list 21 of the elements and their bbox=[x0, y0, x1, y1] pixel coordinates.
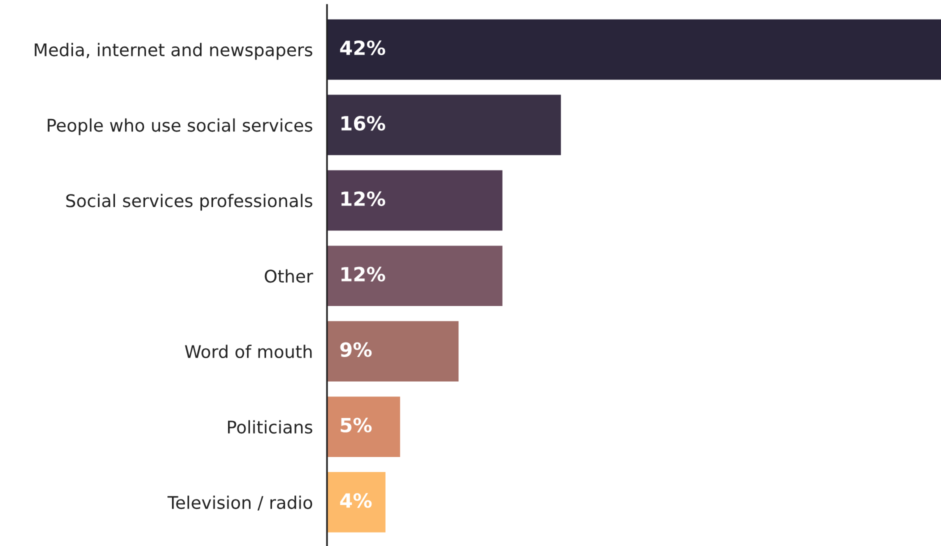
y-tick-label: Word of mouth bbox=[184, 344, 312, 358]
data-label: 42% bbox=[340, 40, 386, 56]
bar bbox=[327, 396, 400, 457]
bar bbox=[327, 246, 502, 306]
data-label: 12% bbox=[341, 266, 386, 282]
data-label: 12% bbox=[341, 191, 386, 206]
data-label: 16% bbox=[341, 116, 386, 131]
data-label: 4% bbox=[340, 493, 372, 508]
bar bbox=[327, 321, 459, 382]
y-tick-label: Media, internet and newspapers bbox=[34, 42, 312, 60]
bar bbox=[327, 170, 502, 231]
bar bbox=[327, 472, 386, 532]
y-tick-label: Politicians bbox=[228, 420, 312, 434]
bar bbox=[327, 19, 941, 80]
bar bbox=[327, 94, 561, 156]
y-tick-label: Social services professionals bbox=[66, 194, 312, 211]
data-label: 5% bbox=[340, 418, 372, 432]
y-tick-label: Other bbox=[264, 269, 314, 283]
y-tick-label: People who use social services bbox=[48, 118, 312, 136]
y-tick-label: Television / radio bbox=[168, 496, 312, 510]
data-label: 9% bbox=[340, 342, 372, 357]
